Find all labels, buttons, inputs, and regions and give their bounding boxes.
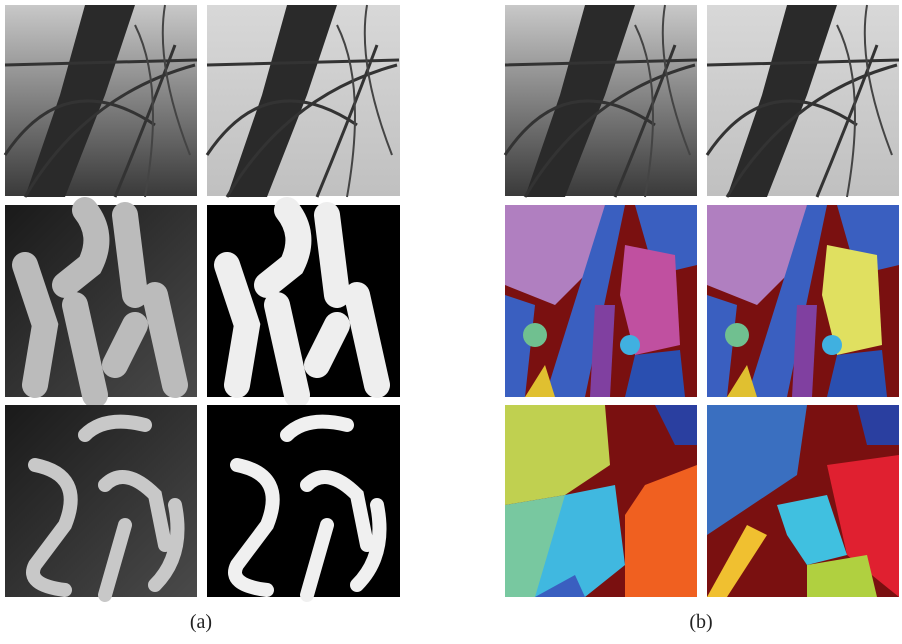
- figure: (a) (b): [0, 0, 902, 644]
- image: [207, 5, 400, 197]
- segmentation: [505, 205, 697, 397]
- caption: (b): [689, 611, 712, 633]
- image: [707, 5, 899, 197]
- image: [505, 5, 697, 197]
- panel-b: [505, 5, 899, 597]
- caption: (a): [190, 611, 212, 633]
- panel-a: [5, 5, 400, 597]
- segmentation: [707, 405, 899, 597]
- image: [207, 205, 400, 397]
- image: [5, 5, 197, 197]
- segmentation: [505, 405, 697, 597]
- image: [207, 405, 400, 597]
- segmentation: [707, 205, 899, 397]
- image: [5, 405, 197, 597]
- image: [5, 205, 197, 397]
